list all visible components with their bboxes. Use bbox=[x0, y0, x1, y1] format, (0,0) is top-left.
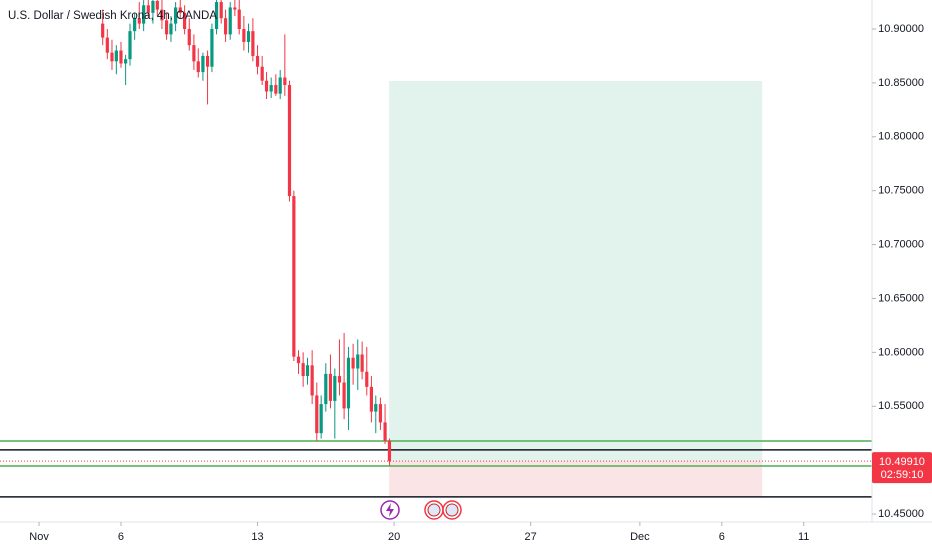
candle-body bbox=[365, 371, 369, 387]
x-tick-label: 6 bbox=[118, 531, 124, 543]
candle-body bbox=[356, 354, 360, 369]
candle-body bbox=[269, 85, 273, 92]
candle-body bbox=[301, 363, 305, 377]
candle-body bbox=[310, 365, 314, 396]
candle-body bbox=[333, 376, 337, 401]
candle-body bbox=[219, 2, 223, 19]
y-tick-label: 10.45000 bbox=[878, 508, 924, 520]
y-tick-label: 10.90000 bbox=[878, 23, 924, 35]
candle-body bbox=[283, 77, 287, 86]
price-label: 10.49910 bbox=[879, 456, 925, 468]
candle-body bbox=[255, 55, 260, 67]
candle-body bbox=[383, 422, 387, 441]
y-tick-label: 10.65000 bbox=[878, 292, 924, 304]
price-label-bg bbox=[872, 452, 932, 484]
candle-body bbox=[237, 9, 241, 29]
x-tick-label: 27 bbox=[525, 531, 537, 543]
y-tick-label: 10.55000 bbox=[878, 400, 924, 412]
candle-body bbox=[342, 382, 346, 409]
candle-body bbox=[274, 85, 278, 94]
candle-body bbox=[251, 31, 255, 56]
candle-body bbox=[205, 55, 210, 67]
candle-body bbox=[337, 376, 342, 383]
chart-title: U.S. Dollar / Swedish Krona, 4h, OANDA bbox=[8, 10, 217, 22]
candle-body bbox=[260, 66, 264, 81]
candle-body bbox=[374, 404, 378, 412]
countdown-label: 02:59:10 bbox=[881, 469, 924, 481]
candle-body bbox=[246, 31, 251, 42]
candle-body bbox=[346, 357, 351, 409]
candle-body bbox=[114, 50, 118, 62]
x-tick-label: 20 bbox=[388, 531, 400, 543]
candle-body bbox=[119, 50, 123, 64]
candle-body bbox=[378, 404, 383, 423]
candle-body bbox=[183, 12, 187, 29]
candle-body bbox=[155, 0, 159, 10]
candle-body bbox=[169, 23, 173, 35]
candle-body bbox=[264, 80, 269, 92]
candle-body bbox=[164, 20, 169, 35]
candle-body bbox=[192, 45, 196, 62]
candle-body bbox=[369, 386, 374, 412]
y-tick-label: 10.70000 bbox=[878, 238, 924, 250]
x-tick-label: 6 bbox=[719, 531, 725, 543]
x-tick-label: 13 bbox=[251, 531, 263, 543]
lightning bbox=[386, 503, 394, 517]
candle-body bbox=[201, 55, 205, 73]
stop-zone bbox=[389, 461, 763, 497]
event-icons[interactable] bbox=[380, 500, 462, 520]
flag bbox=[445, 503, 459, 517]
candle-body bbox=[160, 9, 164, 21]
candle-body bbox=[214, 2, 219, 29]
candle-body bbox=[196, 61, 200, 73]
x-tick-label: Dec bbox=[630, 531, 650, 543]
candle-body bbox=[151, 0, 155, 13]
y-tick-label: 10.80000 bbox=[878, 131, 924, 143]
candle-body bbox=[351, 357, 355, 369]
candle-body bbox=[137, 18, 141, 24]
candle-body bbox=[101, 23, 105, 38]
candle-body bbox=[305, 365, 310, 377]
candle-body bbox=[319, 404, 323, 434]
candle-body bbox=[292, 196, 296, 357]
y-tick-label: 10.60000 bbox=[878, 346, 924, 358]
candle-body bbox=[324, 373, 328, 405]
flag bbox=[427, 503, 441, 517]
target-zone bbox=[389, 81, 763, 462]
candle-body bbox=[124, 59, 128, 64]
candle-body bbox=[133, 18, 137, 32]
candle-body bbox=[387, 440, 392, 462]
candle-body bbox=[142, 5, 146, 24]
candle-body bbox=[242, 28, 246, 42]
candle-body bbox=[328, 373, 333, 401]
candle-body bbox=[223, 18, 228, 35]
candle-body bbox=[178, 7, 182, 13]
candle-body bbox=[315, 395, 319, 434]
candle-body bbox=[287, 85, 292, 197]
x-tick-label: Nov bbox=[29, 531, 49, 543]
candle-body bbox=[187, 28, 191, 46]
candle-body bbox=[174, 7, 178, 24]
candle-body bbox=[360, 354, 364, 372]
candle-body bbox=[296, 356, 301, 364]
candle-body bbox=[110, 52, 114, 62]
y-tick-label: 10.75000 bbox=[878, 185, 924, 197]
candle-body bbox=[233, 7, 237, 10]
candle-body bbox=[228, 7, 232, 35]
candle-body bbox=[105, 37, 109, 53]
candle-body bbox=[210, 28, 214, 67]
y-tick-label: 10.85000 bbox=[878, 77, 924, 89]
candle-body bbox=[146, 5, 150, 13]
candle-body bbox=[278, 77, 282, 94]
x-tick-label: 11 bbox=[798, 531, 809, 543]
candle-body bbox=[128, 31, 132, 60]
